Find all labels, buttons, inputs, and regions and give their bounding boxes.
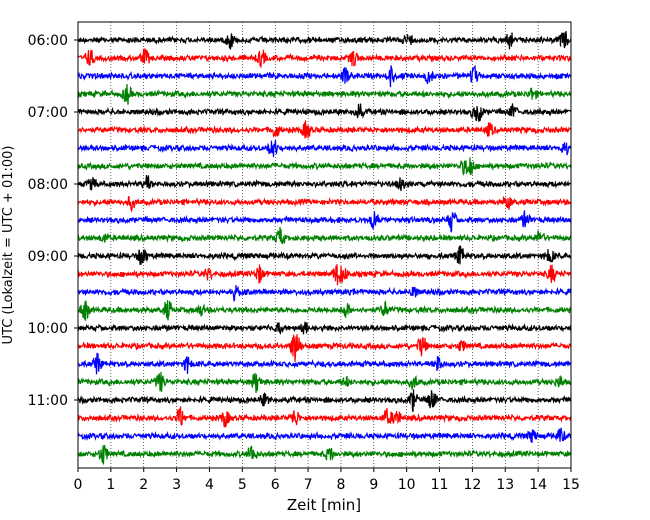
seismic-trace: [77, 321, 572, 335]
x-tick-label: 0: [74, 477, 83, 493]
y-tick-label: 10:00: [28, 321, 68, 337]
x-axis-label: Zeit [min]: [287, 496, 361, 514]
y-tick-label: 08:00: [28, 177, 68, 193]
seismic-trace: [77, 210, 572, 233]
seismic-trace: [77, 64, 572, 88]
y-tick-label: 07:00: [28, 105, 68, 121]
seismic-trace: [77, 83, 572, 105]
seismic-trace: [77, 264, 572, 286]
seismic-trace: [77, 334, 572, 363]
trace-group: [77, 30, 572, 465]
x-tick-label: 11: [431, 477, 449, 493]
seismic-trace: [77, 406, 572, 428]
x-tick-label: 9: [369, 477, 378, 493]
seismic-trace: [77, 30, 572, 50]
x-tick-label: 6: [271, 477, 280, 493]
x-tick-label: 3: [172, 477, 181, 493]
seismic-trace: [77, 389, 572, 413]
seismic-trace: [77, 226, 572, 245]
x-tick-label: 15: [562, 477, 580, 493]
seismic-trace: [77, 284, 572, 302]
seismic-trace: [77, 120, 572, 139]
seismic-trace: [77, 352, 572, 375]
x-tick-label: 4: [205, 477, 214, 493]
seismic-trace: [77, 371, 572, 394]
y-tick-label: 06:00: [28, 33, 68, 49]
x-tick-label: 5: [238, 477, 247, 493]
x-axis: 0 1 2 3 4 5 6 7 8 9 10 11 12 13 14 15: [74, 468, 580, 493]
grid-lines: [110, 22, 539, 468]
seismic-trace: [77, 140, 572, 158]
seismic-trace: [77, 175, 572, 192]
y-axis: 06:00 07:00 08:00 09:00 10:00 11:00: [28, 33, 78, 409]
seismic-trace: [77, 157, 572, 176]
seismic-trace: [77, 48, 572, 68]
seismic-trace: [77, 103, 572, 122]
x-tick-label: 12: [463, 477, 481, 493]
seismic-trace: [77, 244, 572, 265]
x-tick-label: 8: [336, 477, 345, 493]
y-tick-label: 11:00: [28, 393, 68, 409]
y-tick-label: 09:00: [28, 249, 68, 265]
x-tick-label: 10: [398, 477, 416, 493]
seismic-trace: [77, 300, 572, 321]
plot-frame: [77, 21, 572, 469]
x-tick-label: 14: [529, 477, 547, 493]
x-tick-label: 2: [139, 477, 148, 493]
y-axis-label: UTC (Lokalzeit = UTC + 01:00): [1, 146, 16, 345]
seismic-trace: [77, 445, 572, 465]
x-tick-label: 1: [106, 477, 115, 493]
seismic-trace: [77, 427, 572, 444]
seismic-trace: [77, 195, 572, 213]
x-tick-label: 13: [496, 477, 514, 493]
x-tick-label: 7: [304, 477, 313, 493]
